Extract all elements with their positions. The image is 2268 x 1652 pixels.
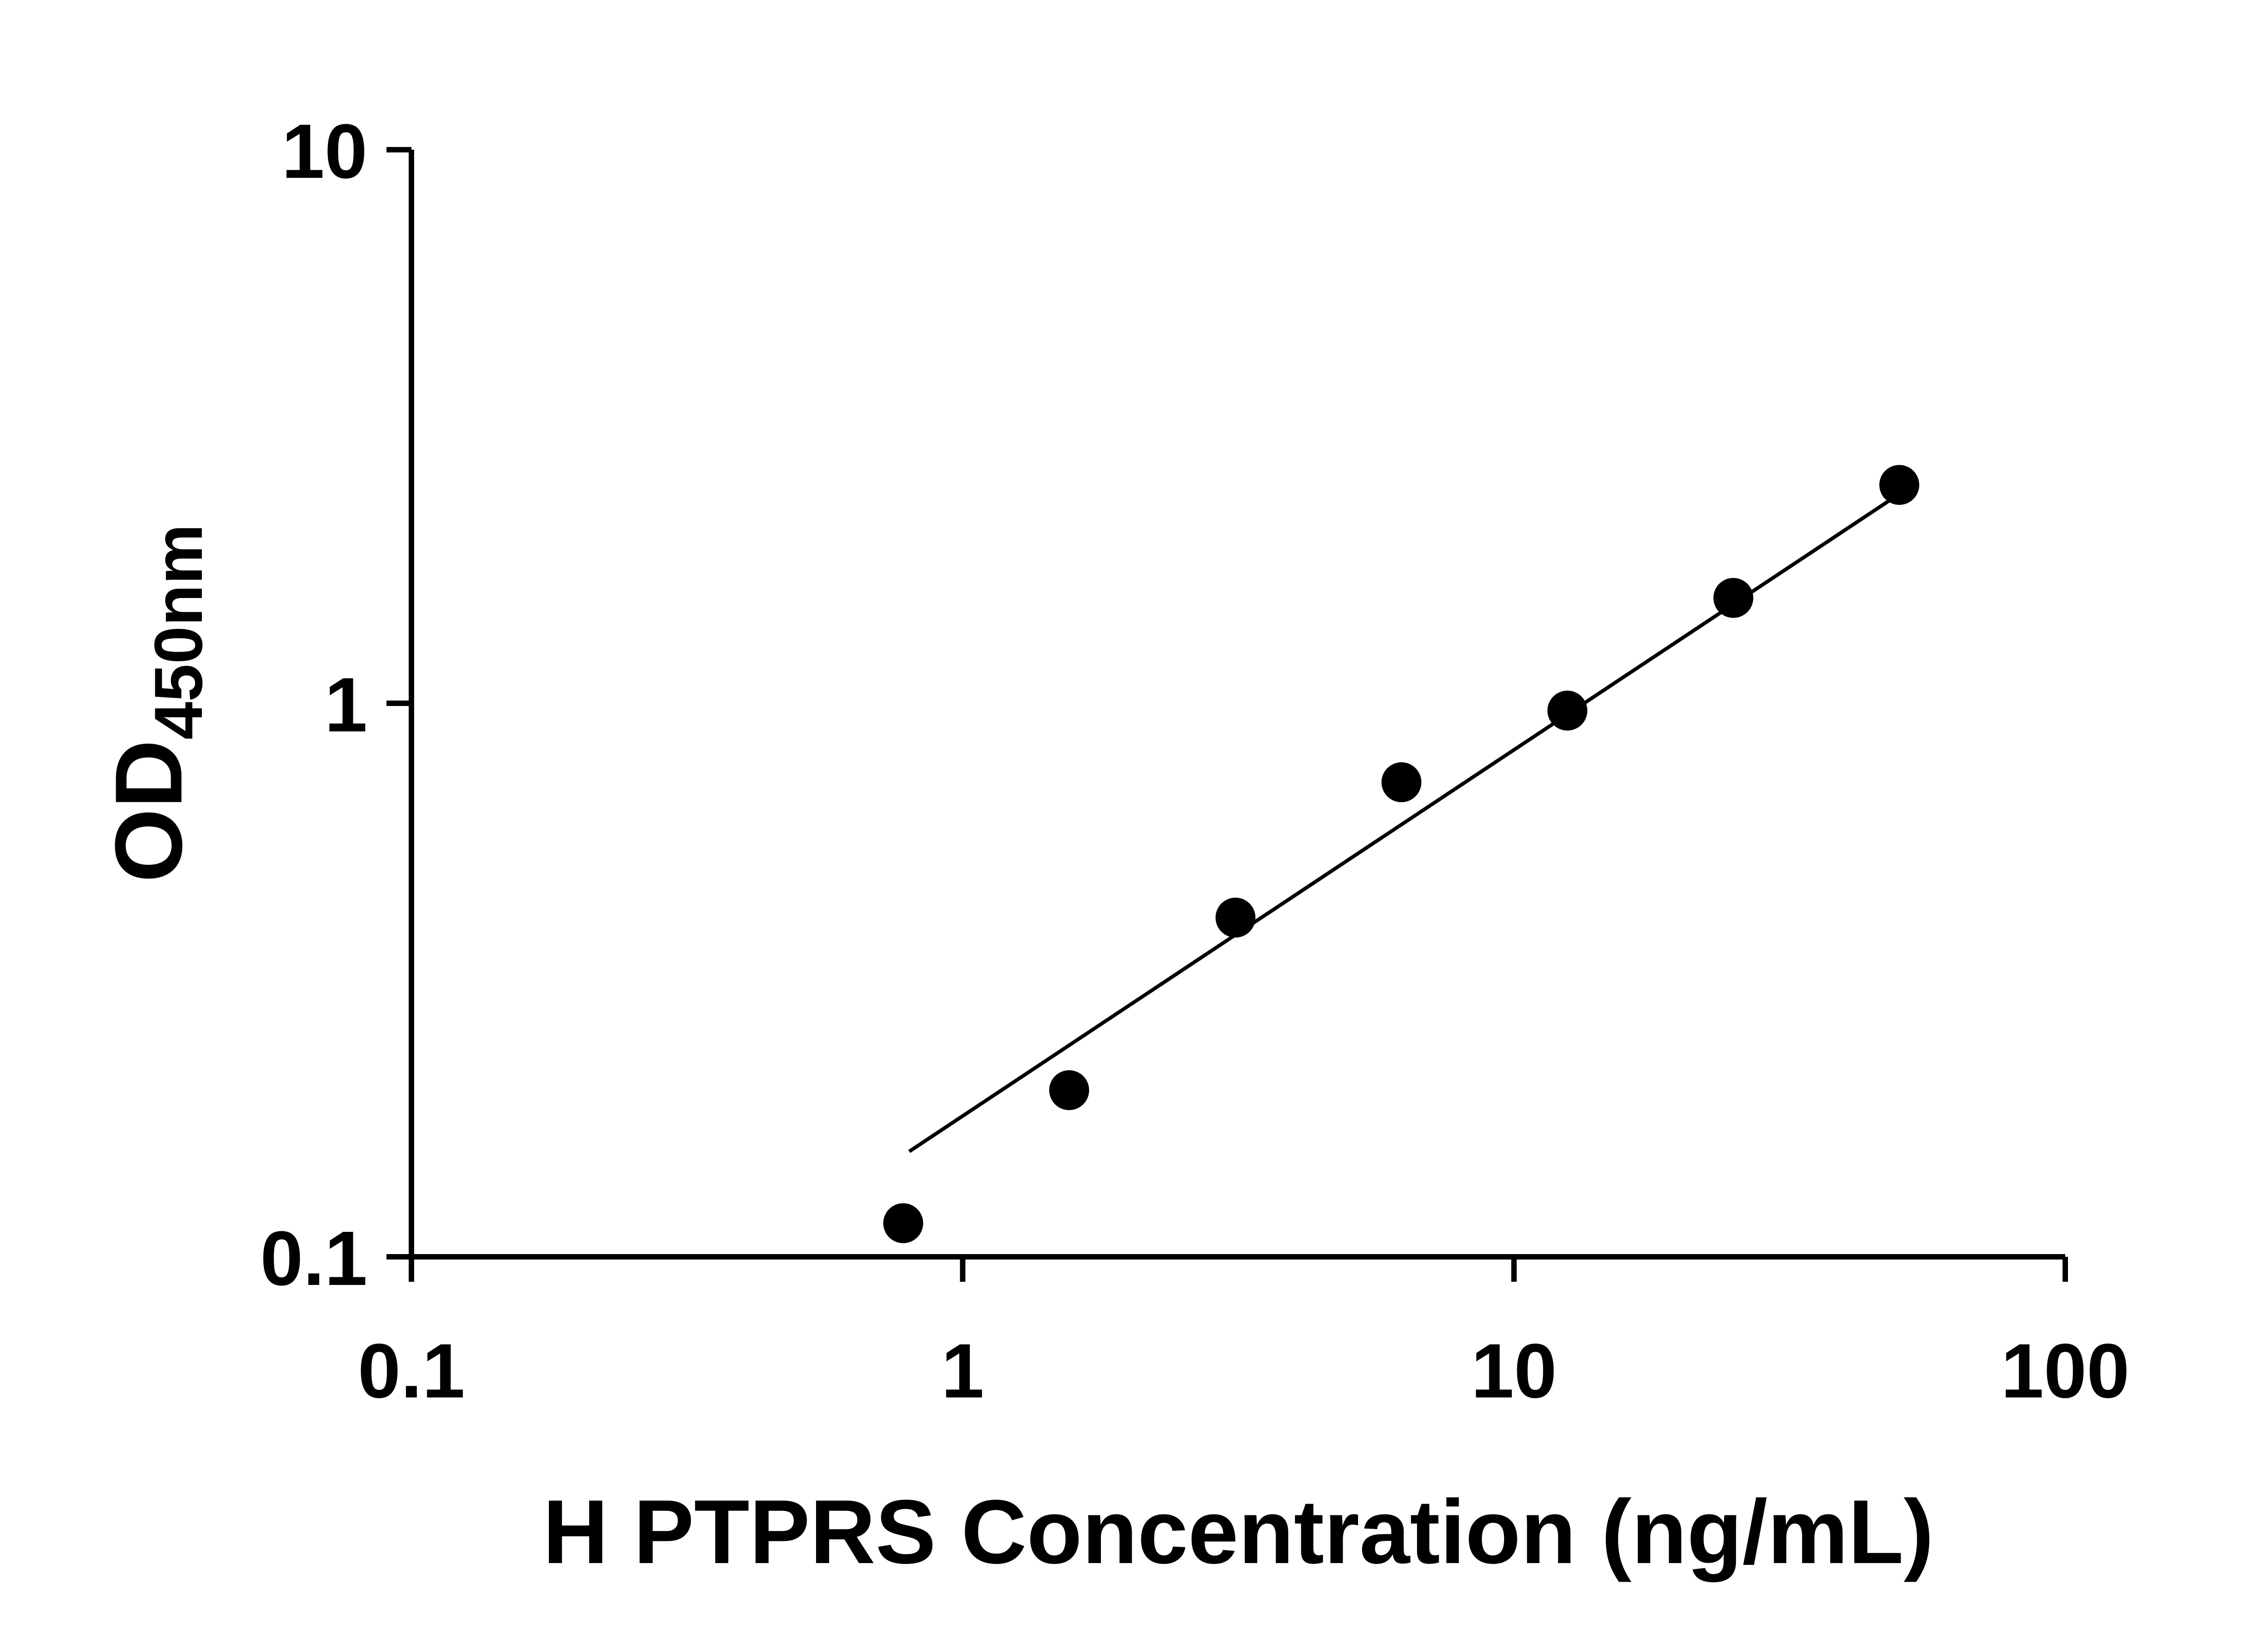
data-point (1713, 578, 1754, 618)
x-tick-label: 100 (2001, 1328, 2130, 1414)
data-point (1381, 762, 1422, 803)
x-tick-label: 1 (941, 1328, 984, 1414)
y-tick-label: 1 (324, 662, 367, 748)
y-axis-title-main: OD (95, 740, 202, 882)
x-tick-label: 10 (1471, 1328, 1557, 1414)
trend-line (908, 489, 1905, 1153)
data-point (1215, 897, 1256, 938)
data-point (1879, 465, 1920, 505)
x-axis-title: H PTPRS Concentration (ng/mL) (543, 1481, 1934, 1583)
y-tick-label: 10 (282, 108, 367, 195)
x-tick-label: 0.1 (358, 1328, 465, 1414)
y-tick-label: 0.1 (260, 1216, 367, 1302)
y-axis-title-subscript: 450nm (140, 524, 216, 740)
data-point (1547, 691, 1588, 731)
axes (409, 150, 2065, 1260)
y-axis-title: OD450nm (95, 524, 216, 882)
data-point (883, 1203, 924, 1243)
data-point (1049, 1070, 1090, 1110)
chart-plot-area: 0.1 1 10 100 0.1 1 10 (260, 108, 2130, 1414)
